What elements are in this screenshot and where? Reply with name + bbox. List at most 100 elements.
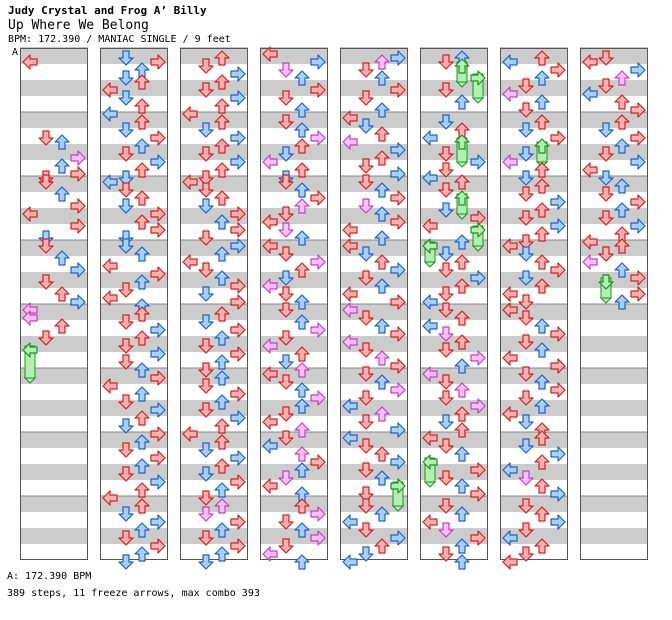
right-arrow-icon — [230, 66, 246, 82]
column-border — [180, 48, 248, 560]
beat-stripe — [420, 112, 488, 128]
beat-stripe — [100, 240, 168, 256]
up-arrow-icon — [374, 150, 390, 166]
up-arrow-icon — [214, 482, 230, 498]
freeze-arrow-tail — [391, 505, 405, 512]
down-arrow-icon — [198, 198, 214, 214]
right-arrow-icon — [150, 222, 166, 238]
down-arrow-icon — [598, 170, 614, 186]
bpm-summary: A: 172.390 BPM — [7, 571, 92, 582]
beat-stripe — [580, 144, 648, 160]
up-arrow-icon — [214, 246, 230, 262]
down-arrow-icon — [358, 342, 374, 358]
up-arrow-icon — [214, 138, 230, 154]
up-arrow-icon — [454, 134, 470, 150]
beat-stripe — [500, 432, 568, 448]
right-arrow-icon — [390, 142, 406, 158]
down-arrow-icon — [278, 354, 294, 370]
column-border — [420, 48, 488, 560]
down-arrow-icon — [358, 270, 374, 286]
down-arrow-icon — [278, 270, 294, 286]
up-arrow-icon — [374, 254, 390, 270]
down-arrow-icon — [118, 466, 134, 482]
beat-stripe — [100, 304, 168, 320]
right-arrow-icon — [550, 514, 566, 530]
down-arrow-icon — [278, 90, 294, 106]
down-arrow-icon — [438, 438, 454, 454]
down-arrow-icon — [198, 262, 214, 278]
beat-stripe — [340, 464, 408, 480]
left-arrow-icon — [262, 278, 278, 294]
up-arrow-icon — [374, 182, 390, 198]
artist-name: Judy Crystal and Frog A’ Billy — [8, 4, 207, 17]
up-arrow-icon — [134, 98, 150, 114]
down-arrow-icon — [198, 506, 214, 522]
up-arrow-icon — [454, 58, 470, 74]
down-arrow-icon — [278, 174, 294, 190]
up-arrow-icon — [214, 418, 230, 434]
down-arrow-icon — [438, 390, 454, 406]
up-arrow-icon — [454, 538, 470, 554]
down-arrow-icon — [438, 114, 454, 130]
right-arrow-icon — [70, 262, 86, 278]
chart-column-3 — [180, 47, 248, 570]
right-arrow-icon — [630, 62, 646, 78]
chart-column-5 — [340, 47, 408, 570]
down-arrow-icon — [198, 530, 214, 546]
down-arrow-icon — [358, 198, 374, 214]
down-arrow-icon — [438, 326, 454, 342]
freeze-arrow-tail — [423, 481, 437, 488]
down-arrow-icon — [598, 210, 614, 226]
left-arrow-icon — [262, 414, 278, 430]
up-arrow-icon — [454, 422, 470, 438]
down-arrow-icon — [198, 490, 214, 506]
up-arrow-icon — [214, 306, 230, 322]
chart-column-1 — [20, 47, 88, 560]
chart-column-7 — [500, 47, 568, 570]
beat-stripe — [580, 304, 648, 320]
up-arrow-icon — [534, 278, 550, 294]
up-arrow-icon — [214, 458, 230, 474]
right-arrow-icon — [390, 422, 406, 438]
up-arrow-icon — [374, 278, 390, 294]
up-arrow-icon — [294, 522, 310, 538]
right-arrow-icon — [310, 390, 326, 406]
down-arrow-icon — [278, 62, 294, 78]
up-arrow-icon — [614, 178, 630, 194]
down-arrow-icon — [358, 246, 374, 262]
step-stats: 389 steps, 11 freeze arrows, max combo 3… — [7, 588, 260, 599]
down-arrow-icon — [118, 530, 134, 546]
down-arrow-icon — [518, 470, 534, 486]
up-arrow-icon — [134, 434, 150, 450]
beat-stripe — [180, 464, 248, 480]
beat-stripe — [340, 368, 408, 384]
up-arrow-icon — [534, 430, 550, 446]
beat-stripe — [500, 176, 568, 192]
left-arrow-icon — [502, 302, 518, 318]
right-arrow-icon — [70, 198, 86, 214]
down-arrow-icon — [518, 234, 534, 250]
left-arrow-icon — [22, 342, 38, 358]
left-arrow-icon — [582, 234, 598, 250]
beat-stripe — [580, 528, 648, 544]
down-arrow-icon — [438, 374, 454, 390]
left-arrow-icon — [342, 398, 358, 414]
down-arrow-icon — [278, 286, 294, 302]
right-arrow-icon — [470, 462, 486, 478]
up-arrow-icon — [614, 294, 630, 310]
up-arrow-icon — [294, 102, 310, 118]
beat-stripe — [180, 336, 248, 352]
right-arrow-icon — [150, 346, 166, 362]
beat-stripe — [420, 496, 488, 512]
up-arrow-icon — [454, 278, 470, 294]
left-arrow-icon — [342, 222, 358, 238]
left-arrow-icon — [102, 490, 118, 506]
down-arrow-icon — [518, 294, 534, 310]
left-arrow-icon — [502, 54, 518, 70]
beat-stripe — [180, 80, 248, 96]
down-arrow-icon — [598, 186, 614, 202]
beat-stripe — [420, 144, 488, 160]
up-arrow-icon — [134, 546, 150, 562]
down-arrow-icon — [358, 62, 374, 78]
